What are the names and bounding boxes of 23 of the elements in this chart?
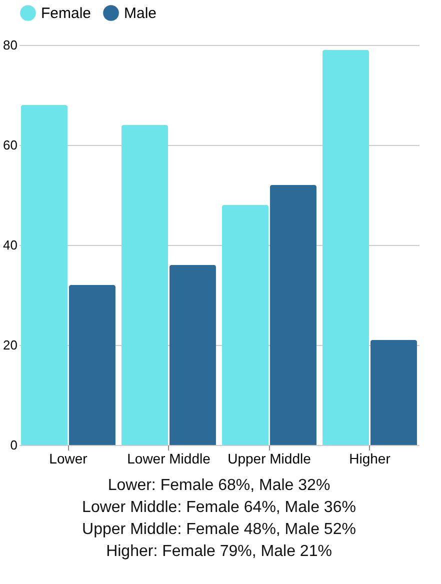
bar xyxy=(370,340,417,445)
bar xyxy=(21,105,68,445)
y-tick-label: 20 xyxy=(3,338,18,352)
bar xyxy=(322,50,370,445)
text: Lower: Female 68%, Male 32% xyxy=(108,477,330,494)
text: Lower Middle: Female 64%, Male 36% xyxy=(82,499,356,516)
y-tick-label: 0 xyxy=(10,438,18,452)
x-tick-label: Upper Middle xyxy=(228,450,312,466)
legend-label: Female xyxy=(41,5,92,22)
text: Higher: Female 79%, Male 21% xyxy=(106,543,332,560)
text: Upper Middle: Female 48%, Male 52% xyxy=(82,521,356,538)
bar xyxy=(222,205,269,445)
x-tick-label: Lower xyxy=(49,450,88,466)
x-tick-label: Higher xyxy=(349,450,391,466)
bar xyxy=(270,185,316,445)
x-tick-label: Lower Middle xyxy=(127,450,211,466)
bar xyxy=(169,265,216,445)
y-tick-label: 60 xyxy=(3,138,18,152)
legend-label: Male xyxy=(124,5,157,22)
y-tick-label: 80 xyxy=(3,38,18,52)
bar xyxy=(122,125,168,445)
y-tick-label: 40 xyxy=(3,238,18,252)
bar xyxy=(68,285,116,445)
